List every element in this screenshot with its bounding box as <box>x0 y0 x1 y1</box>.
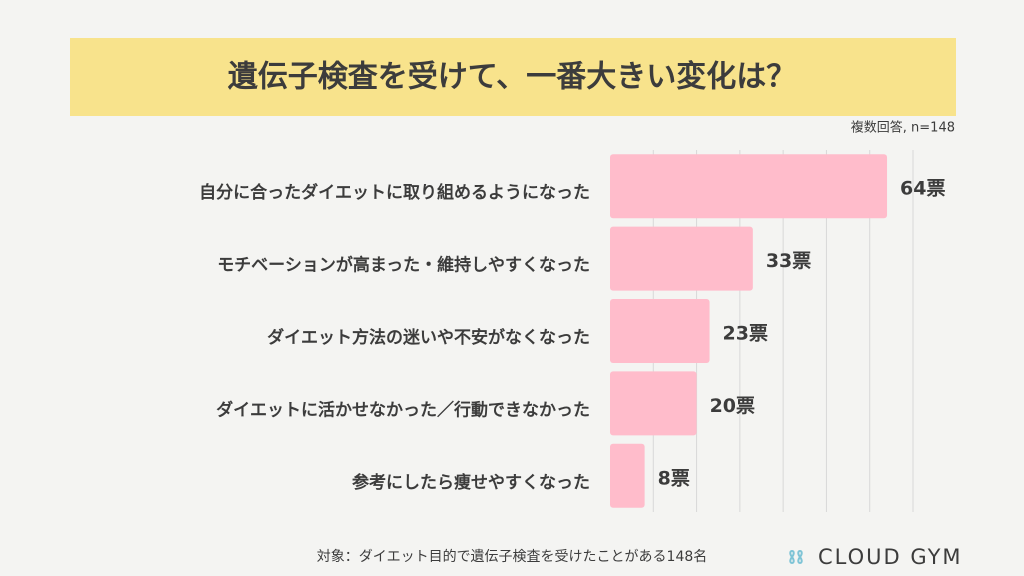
chart-title: 遺伝子検査を受けて、一番大きい変化は？ <box>228 60 797 95</box>
title-banner <box>70 38 956 116</box>
bar <box>610 371 697 436</box>
value-label: 23票 <box>723 323 768 345</box>
brand-logo: CLOUD GYM <box>789 545 963 569</box>
y-tick-label: ダイエットに活かせなかった／行動できなかった <box>216 399 590 420</box>
bar <box>610 226 753 291</box>
y-tick-label: モチベーションが高まった・維持しやすくなった <box>217 255 590 276</box>
brand-name: CLOUD GYM <box>818 545 963 569</box>
brand-icon <box>789 550 803 564</box>
y-tick-label: 自分に合ったダイエットに取り組めるようになった <box>199 182 590 203</box>
bar <box>610 299 710 363</box>
value-label: 8票 <box>658 467 690 489</box>
y-tick-label: 参考にしたら痩せやすくなった <box>352 472 590 493</box>
value-label: 20票 <box>710 395 755 417</box>
value-label: 33票 <box>766 250 811 272</box>
bar <box>610 154 888 219</box>
bar <box>610 443 645 508</box>
value-label: 64票 <box>900 178 945 200</box>
note: 複数回答, n=148 <box>851 120 955 136</box>
y-tick-label: ダイエット方法の迷いや不安がなくなった <box>267 327 590 348</box>
footnote: 対象：ダイエット目的で遺伝子検査を受けたことがある148名 <box>317 549 708 565</box>
